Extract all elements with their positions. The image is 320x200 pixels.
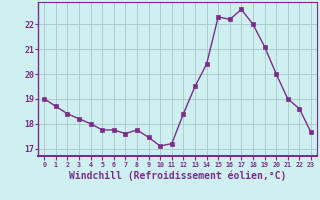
X-axis label: Windchill (Refroidissement éolien,°C): Windchill (Refroidissement éolien,°C): [69, 170, 286, 181]
